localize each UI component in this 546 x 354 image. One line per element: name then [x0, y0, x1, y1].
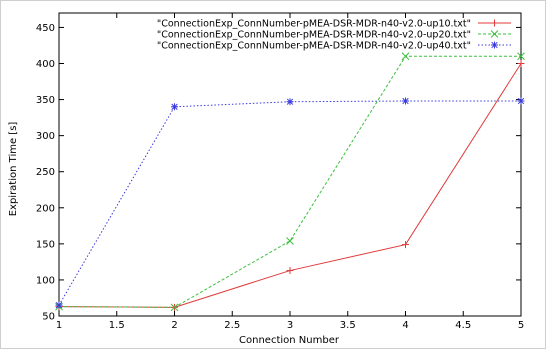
- marker-stroke: [286, 237, 294, 245]
- data-point: [517, 52, 525, 61]
- y-tick-label: 200: [36, 203, 55, 214]
- y-axis-label: Expiration Time [s]: [8, 122, 19, 217]
- data-point: [517, 60, 525, 67]
- data-point: [286, 267, 294, 275]
- marker-stroke: [55, 302, 63, 309]
- data-point: [402, 241, 409, 249]
- legend-entry: "ConnectionExp_ConnNumber-pMEA-DSR-MDR-n…: [157, 41, 511, 52]
- y-tick-label: 150: [36, 239, 55, 250]
- data-point: [490, 30, 499, 38]
- legend-label: "ConnectionExp_ConnNumber-pMEA-DSR-MDR-n…: [157, 41, 471, 52]
- data-point: [171, 103, 178, 111]
- y-tick-label: 300: [36, 131, 55, 142]
- marker-stroke: [171, 103, 178, 110]
- marker-stroke: [402, 97, 409, 105]
- x-tick-label: 2: [171, 320, 177, 331]
- marker-stroke: [490, 30, 499, 38]
- x-tick-label: 4.5: [455, 320, 471, 331]
- data-point: [517, 97, 525, 105]
- y-tick-label: 50: [42, 312, 55, 323]
- legend-entry: "ConnectionExp_ConnNumber-pMEA-DSR-MDR-n…: [157, 19, 511, 30]
- marker-stroke: [286, 98, 294, 105]
- y-tick-label: 450: [36, 23, 55, 34]
- legend-label: "ConnectionExp_ConnNumber-pMEA-DSR-MDR-n…: [157, 30, 471, 41]
- y-tick-label: 100: [36, 275, 55, 286]
- x-tick-label: 4: [402, 320, 408, 331]
- x-tick-label: 5: [518, 320, 524, 331]
- x-axis-label: Connection Number: [239, 335, 340, 346]
- x-tick-label: 1: [56, 320, 62, 331]
- axes-layer: 1 1.5 2 2.5 3 3.5 4 4.5 5 50 100 150 200 250 300 350 400…: [36, 12, 524, 331]
- data-point: [402, 97, 409, 105]
- marker-stroke: [491, 41, 498, 49]
- x-tick-label: 3.5: [340, 320, 356, 331]
- series-3: [55, 97, 525, 309]
- legend-entry: "ConnectionExp_ConnNumber-pMEA-DSR-MDR-n…: [157, 30, 511, 41]
- data-point: [401, 52, 410, 61]
- x-tick-label: 1.5: [109, 320, 125, 331]
- y-tick-label: 350: [36, 95, 55, 106]
- y-tick-label: 250: [36, 167, 55, 178]
- legend-label: "ConnectionExp_ConnNumber-pMEA-DSR-MDR-n…: [157, 19, 471, 30]
- marker-stroke: [401, 52, 410, 61]
- marker-stroke: [170, 303, 179, 312]
- series-line: [58, 100, 521, 306]
- x-tick-label: 2.5: [224, 320, 240, 331]
- series-layer: [55, 52, 525, 312]
- data-point: [286, 98, 294, 106]
- y-tick-label: 400: [36, 59, 55, 70]
- marker-stroke: [517, 97, 525, 105]
- data-point: [170, 303, 179, 312]
- data-point: [491, 41, 498, 49]
- legend: "ConnectionExp_ConnNumber-pMEA-DSR-MDR-n…: [157, 19, 511, 52]
- series-1: [55, 60, 525, 311]
- data-point: [491, 19, 498, 27]
- data-point: [286, 237, 294, 245]
- marker-stroke: [517, 52, 525, 61]
- data-point: [55, 301, 63, 309]
- x-tick-label: 3: [287, 320, 293, 331]
- series-line: [58, 55, 521, 308]
